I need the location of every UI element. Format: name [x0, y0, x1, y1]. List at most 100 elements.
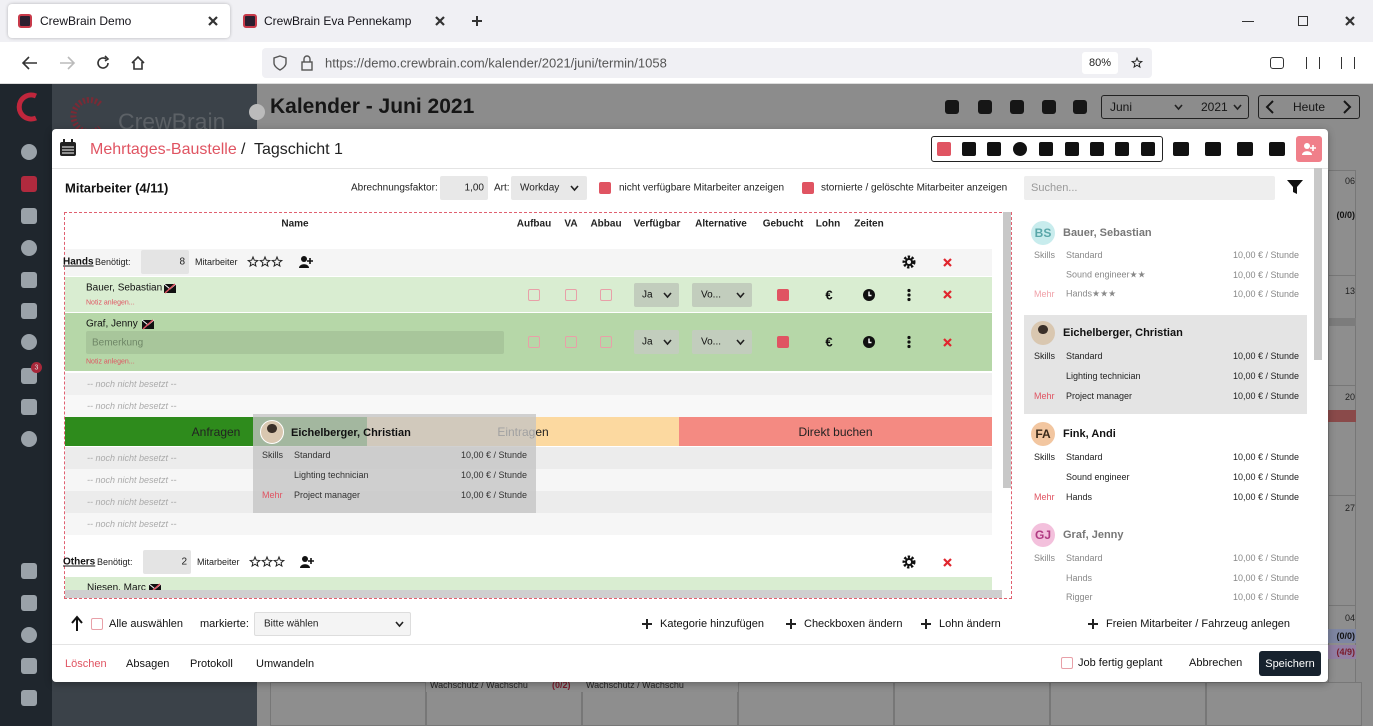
- filter-label[interactable]: stornierte / gelöschte Mitarbeiter anzei…: [821, 182, 1008, 194]
- checkbox[interactable]: [777, 288, 789, 301]
- staff-card[interactable]: [1024, 416, 1307, 512]
- star-icon[interactable]: [272, 555, 286, 568]
- times-icon[interactable]: [862, 335, 876, 349]
- checkbox[interactable]: [600, 288, 612, 301]
- tab[interactable]: [8, 4, 230, 38]
- drop-zone[interactable]: [679, 417, 992, 446]
- collapse-button[interactable]: [249, 104, 265, 120]
- checkbox[interactable]: [565, 288, 577, 301]
- save-button[interactable]: [1259, 651, 1321, 676]
- note-link[interactable]: Notiz anlegen...: [86, 299, 135, 307]
- staff-name[interactable]: Bauer, Sebastian: [86, 282, 163, 294]
- available-select[interactable]: [634, 282, 679, 307]
- menu-icon[interactable]: [902, 335, 916, 349]
- save-text[interactable]: Speichern: [1265, 657, 1315, 670]
- header-icon[interactable]: [1010, 100, 1024, 114]
- breadcrumb-link[interactable]: Mehrtages-Baustelle: [90, 141, 237, 158]
- sidebar-icon[interactable]: [21, 595, 37, 611]
- header-icon[interactable]: [978, 100, 992, 114]
- factor-value[interactable]: 1,00: [464, 182, 484, 194]
- star-icon[interactable]: [258, 255, 272, 268]
- remark-input[interactable]: [86, 331, 504, 354]
- tab-title[interactable]: CrewBrain Demo: [40, 14, 132, 28]
- remark-placeholder[interactable]: Bemerkung: [92, 337, 144, 349]
- checkbox[interactable]: [528, 288, 540, 301]
- staff-card-name[interactable]: Bauer, Sebastian: [1063, 227, 1152, 239]
- close-icon[interactable]: [1345, 16, 1355, 26]
- close-icon[interactable]: [942, 337, 952, 347]
- action-icon[interactable]: [1237, 142, 1253, 156]
- toolbar-icon[interactable]: [1341, 57, 1355, 69]
- staff-card[interactable]: [1024, 315, 1307, 414]
- month-year-select[interactable]: [1101, 95, 1249, 119]
- star-icon[interactable]: [270, 255, 284, 268]
- staff-card[interactable]: [1024, 214, 1307, 310]
- checkbox[interactable]: [599, 182, 611, 194]
- header-icon[interactable]: [1042, 100, 1056, 114]
- tab-icon[interactable]: [962, 142, 976, 156]
- action-icon[interactable]: [1205, 142, 1221, 156]
- note-link[interactable]: Notiz anlegen...: [86, 358, 135, 366]
- staff-name[interactable]: Graf, Jenny: [86, 318, 138, 330]
- year-select-text[interactable]: 2021: [1201, 100, 1228, 114]
- url-text[interactable]: https://demo.crewbrain.com/kalender/2021…: [325, 55, 667, 71]
- staff-card[interactable]: [1024, 517, 1307, 607]
- star-icon[interactable]: [248, 555, 262, 568]
- close-icon[interactable]: [942, 257, 952, 267]
- art-select[interactable]: [511, 176, 587, 200]
- sidebar-icon[interactable]: [21, 563, 37, 579]
- menu-icon[interactable]: [902, 288, 916, 302]
- category-name[interactable]: Others: [63, 556, 96, 568]
- available-value[interactable]: Ja: [642, 336, 653, 348]
- star-icon[interactable]: [246, 255, 260, 268]
- checkbox[interactable]: [565, 336, 577, 348]
- tab-icon[interactable]: [937, 142, 951, 156]
- times-icon[interactable]: [862, 288, 876, 302]
- search-input[interactable]: [1024, 176, 1275, 200]
- header-icon[interactable]: [945, 100, 959, 114]
- close-icon[interactable]: [942, 557, 952, 567]
- search-placeholder[interactable]: Suchen...: [1031, 182, 1078, 194]
- filter-icon[interactable]: [1287, 180, 1303, 194]
- footer-action[interactable]: Kategorie hinzufügen: [660, 618, 764, 630]
- needed-input[interactable]: [143, 550, 191, 574]
- zoom-badge[interactable]: [1082, 52, 1118, 74]
- tab-icon[interactable]: [1039, 142, 1053, 156]
- home-icon[interactable]: [130, 55, 146, 71]
- checkbox[interactable]: [91, 618, 103, 630]
- minimize-icon[interactable]: [1242, 21, 1254, 22]
- staff-card-name[interactable]: Eichelberger, Christian: [1063, 327, 1183, 339]
- mail-icon[interactable]: [141, 317, 155, 331]
- back-icon[interactable]: [21, 56, 38, 70]
- sidebar-icon[interactable]: [21, 431, 37, 447]
- tab-icon[interactable]: [1013, 142, 1027, 156]
- available-select[interactable]: [634, 330, 679, 354]
- tab-title[interactable]: CrewBrain Eva Pennekamp: [264, 14, 412, 28]
- plus-icon[interactable]: [921, 619, 931, 629]
- tab-icon[interactable]: [1065, 142, 1079, 156]
- footer-action[interactable]: Lohn ändern: [939, 618, 1001, 630]
- sidebar-icon[interactable]: [21, 658, 37, 674]
- today-button[interactable]: [1258, 95, 1360, 119]
- plus-icon[interactable]: [786, 619, 796, 629]
- needed-value[interactable]: 2: [181, 556, 187, 568]
- sidebar-icon[interactable]: [21, 399, 37, 415]
- wage-icon[interactable]: €: [825, 334, 833, 350]
- sidebar-icon[interactable]: [21, 690, 37, 706]
- url-bar[interactable]: [262, 48, 1152, 78]
- prev-icon[interactable]: [1265, 100, 1274, 114]
- staff-card-name[interactable]: Graf, Jenny: [1063, 529, 1124, 541]
- star-icon[interactable]: [260, 555, 274, 568]
- sidebar-icon[interactable]: [21, 144, 37, 160]
- checkbox[interactable]: [777, 336, 789, 348]
- bottom-button[interactable]: Löschen: [65, 658, 107, 670]
- sidebar-icon[interactable]: [21, 208, 37, 224]
- wage-icon[interactable]: €: [825, 287, 833, 302]
- maximize-icon[interactable]: [1298, 16, 1308, 26]
- factor-input[interactable]: [440, 176, 488, 200]
- toolbar-icon[interactable]: [1306, 57, 1320, 69]
- sidebar-icon[interactable]: [21, 176, 37, 192]
- cancel-button[interactable]: Abbrechen: [1189, 657, 1243, 669]
- settings-icon[interactable]: [902, 255, 916, 269]
- today-text[interactable]: Heute: [1292, 100, 1326, 114]
